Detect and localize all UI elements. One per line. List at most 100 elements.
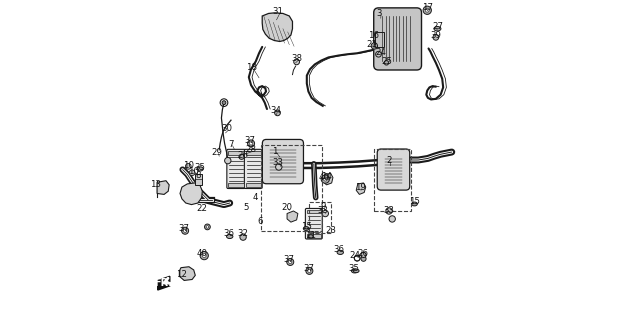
Bar	[307, 210, 321, 213]
Circle shape	[371, 43, 378, 49]
Text: 22: 22	[197, 204, 208, 213]
Ellipse shape	[337, 250, 343, 254]
Text: 9: 9	[320, 202, 326, 211]
Circle shape	[240, 234, 246, 240]
Ellipse shape	[226, 234, 233, 238]
Text: 27: 27	[433, 22, 443, 31]
Circle shape	[373, 45, 376, 47]
Bar	[195, 174, 202, 185]
Circle shape	[184, 229, 187, 232]
Text: 35: 35	[348, 264, 360, 273]
Circle shape	[308, 269, 311, 272]
Circle shape	[247, 140, 255, 147]
Circle shape	[361, 252, 366, 258]
Ellipse shape	[303, 227, 309, 230]
FancyBboxPatch shape	[377, 149, 410, 190]
Text: 30: 30	[221, 124, 232, 133]
Circle shape	[289, 260, 292, 264]
Ellipse shape	[352, 269, 358, 273]
Circle shape	[206, 226, 209, 228]
Text: 26: 26	[357, 249, 368, 258]
Text: 23: 23	[326, 226, 336, 235]
Circle shape	[321, 175, 329, 183]
Text: 2: 2	[386, 156, 392, 165]
Text: 39: 39	[430, 31, 441, 40]
Text: 40: 40	[197, 249, 208, 258]
Text: 12: 12	[177, 270, 187, 279]
Text: 20: 20	[281, 203, 293, 212]
Text: 29: 29	[211, 148, 223, 156]
Text: 8: 8	[195, 172, 201, 180]
Text: 33: 33	[273, 158, 283, 167]
FancyBboxPatch shape	[227, 149, 246, 188]
Circle shape	[200, 252, 208, 260]
Circle shape	[224, 157, 231, 164]
Text: 19: 19	[355, 183, 366, 192]
Polygon shape	[356, 183, 366, 195]
Text: 36: 36	[223, 229, 234, 238]
Bar	[246, 183, 261, 187]
Text: 35: 35	[195, 163, 206, 172]
Bar	[228, 183, 244, 187]
Text: 38: 38	[291, 54, 302, 63]
Text: 28: 28	[246, 145, 257, 154]
Text: FR.: FR.	[154, 278, 172, 288]
Text: 15: 15	[409, 197, 420, 206]
Text: 10: 10	[184, 161, 195, 170]
Text: 24: 24	[350, 251, 361, 260]
Bar	[260, 145, 322, 231]
Text: 18: 18	[247, 63, 257, 72]
Circle shape	[423, 6, 432, 14]
Text: 31: 31	[273, 7, 283, 16]
Text: 37: 37	[245, 136, 255, 145]
Text: 14: 14	[321, 172, 332, 181]
Text: 16: 16	[368, 31, 379, 40]
Bar	[309, 202, 331, 233]
Text: 34: 34	[270, 106, 281, 115]
Text: 11: 11	[305, 231, 316, 240]
Circle shape	[205, 224, 210, 230]
Bar	[374, 149, 411, 211]
Bar	[228, 151, 244, 155]
Text: 7: 7	[228, 140, 234, 148]
Text: 26: 26	[237, 151, 248, 160]
Circle shape	[202, 254, 206, 258]
Text: 1: 1	[272, 147, 278, 156]
Circle shape	[239, 154, 244, 159]
Circle shape	[361, 252, 366, 258]
Text: 13: 13	[150, 180, 161, 189]
Circle shape	[384, 60, 389, 65]
FancyBboxPatch shape	[306, 208, 322, 239]
Circle shape	[433, 35, 439, 40]
Text: 32: 32	[237, 229, 248, 238]
Circle shape	[286, 259, 294, 266]
Bar	[246, 151, 261, 155]
Ellipse shape	[434, 27, 441, 31]
Ellipse shape	[308, 235, 313, 238]
Text: 17: 17	[422, 3, 433, 12]
Circle shape	[389, 216, 396, 222]
FancyBboxPatch shape	[244, 149, 262, 188]
Text: 4: 4	[252, 193, 258, 202]
Circle shape	[185, 164, 191, 169]
Polygon shape	[323, 173, 333, 185]
Ellipse shape	[353, 269, 359, 273]
Circle shape	[322, 210, 329, 217]
Text: 15: 15	[301, 222, 312, 231]
Circle shape	[275, 164, 282, 170]
Bar	[307, 234, 321, 238]
Circle shape	[386, 208, 392, 214]
Text: 40: 40	[319, 173, 330, 182]
Text: 24: 24	[375, 48, 386, 57]
Bar	[375, 32, 384, 47]
Circle shape	[249, 142, 253, 145]
Circle shape	[182, 227, 188, 234]
Circle shape	[306, 268, 313, 274]
Circle shape	[361, 256, 366, 261]
Circle shape	[275, 110, 280, 116]
Polygon shape	[262, 13, 293, 42]
Circle shape	[324, 177, 327, 181]
Circle shape	[425, 8, 429, 12]
Circle shape	[189, 170, 195, 176]
Text: 25: 25	[381, 57, 392, 66]
